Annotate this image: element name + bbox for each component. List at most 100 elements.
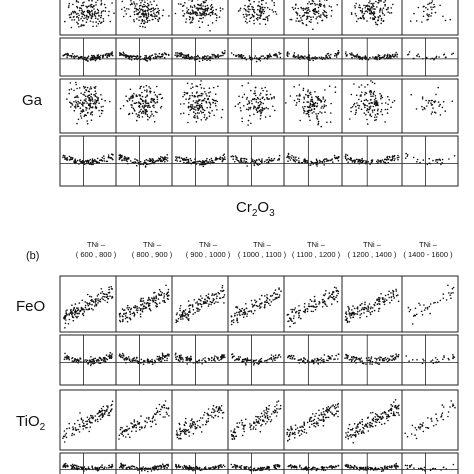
data-point [273,96,275,98]
data-point [193,11,195,14]
data-point [94,86,97,88]
data-point [370,115,373,118]
data-point [254,428,257,431]
data-point [149,159,151,162]
data-point [143,3,145,6]
data-point [360,94,362,96]
data-point [361,157,363,160]
data-point [316,305,318,308]
data-point [103,155,105,157]
data-point [155,297,157,300]
data-point [85,308,88,311]
data-point [167,298,169,301]
data-point [101,297,103,299]
data-point [67,54,69,57]
data-point [87,304,90,307]
data-point [439,4,441,7]
data-point [203,13,206,15]
data-point [206,7,208,10]
data-point [320,107,323,109]
data-point [80,110,82,112]
data-point [86,416,89,419]
data-point [207,98,209,101]
data-point [397,154,399,157]
data-point [213,411,215,414]
data-point [129,88,132,91]
data-point [363,99,366,102]
data-point [254,422,256,424]
panel-b-cell-r1-c6-frame [341,275,403,333]
data-point [164,158,166,160]
data-point [138,7,141,10]
data-point [185,417,187,420]
data-point [144,26,146,29]
data-point [397,355,400,358]
data-point [201,59,204,62]
data-point [388,155,391,158]
data-point [146,0,149,1]
data-point [163,52,166,54]
data-point [215,406,217,409]
data-point [73,109,76,112]
data-point [321,105,323,108]
data-point [302,14,305,17]
data-point [370,306,372,308]
data-point [97,299,99,302]
data-point [156,411,159,413]
data-point [374,114,377,116]
data-point [223,355,225,358]
data-point [448,158,450,160]
data-point [91,300,93,303]
data-point [103,409,106,412]
data-point [197,424,199,427]
data-point [200,17,202,20]
data-point [253,113,255,116]
data-point [287,320,289,323]
data-point [157,20,160,23]
data-point [335,287,338,289]
data-point [86,112,89,114]
data-point [318,303,320,305]
data-point [243,8,245,10]
data-point [333,298,336,300]
data-point [432,6,435,9]
data-point [125,436,127,438]
data-point [70,26,73,29]
data-point [292,156,295,159]
data-point [145,57,148,59]
data-point [295,104,298,106]
panel-b-cell-r2-c5 [283,334,343,386]
data-point [335,354,338,357]
data-point [387,360,390,362]
data-point [271,294,274,297]
data-point [366,83,369,86]
data-point [364,303,366,306]
data-point [249,57,251,59]
data-point [297,20,300,22]
data-point [266,296,268,299]
data-point [255,101,258,103]
data-point [149,302,151,305]
data-point [243,312,245,314]
data-point [148,307,151,310]
data-point [234,155,237,157]
data-point [315,113,317,115]
data-point [259,416,262,418]
data-point [163,406,166,409]
data-point [204,1,206,3]
data-point [326,56,328,58]
data-point [76,87,78,90]
data-point [111,52,113,55]
data-point [398,156,400,159]
data-point [120,52,122,55]
data-point [66,157,69,159]
data-point [447,284,449,287]
data-point [81,103,84,106]
data-point [317,10,320,12]
data-point [102,18,105,20]
data-point [437,86,440,89]
data-point [245,58,248,61]
data-point [452,292,454,294]
data-point [258,418,260,420]
data-point [374,97,377,99]
